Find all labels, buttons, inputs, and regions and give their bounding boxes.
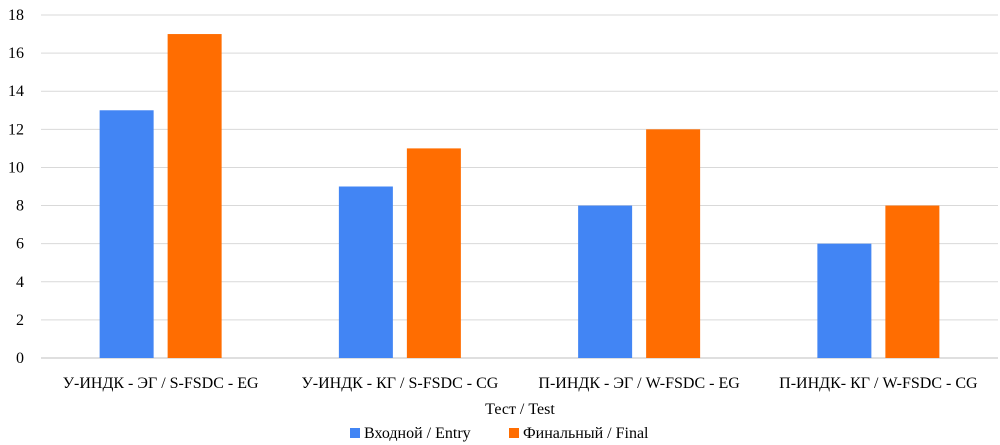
y-tick-label: 18 [8,7,24,24]
legend-label: Финальный / Final [523,425,649,442]
legend: Входной / Entry Финальный / Final [350,425,649,442]
x-axis-title: Тест / Test [485,401,555,418]
y-tick-label: 2 [16,312,24,329]
bar-entry [99,110,154,359]
bar-final [885,205,940,358]
x-category-label: П-ИНДК- КГ / W-FSDC - CG [779,375,978,392]
x-category-label: П-ИНДК - ЭГ / W-FSDC - EG [538,375,740,392]
legend-swatch [350,428,360,438]
bar-entry [817,243,872,358]
bar-entry [578,205,633,358]
x-axis-categories: У-ИНДК - ЭГ / S-FSDC - EG У-ИНДК - КГ / S… [63,375,978,392]
x-category-label: У-ИНДК - ЭГ / S-FSDC - EG [63,375,259,392]
bar-final [167,34,222,359]
bar-entry [338,186,393,358]
y-tick-label: 10 [8,159,24,176]
x-category-label: У-ИНДК - КГ / S-FSDC - CG [301,375,498,392]
y-axis-ticks: 0 2 4 6 8 10 12 14 16 18 [8,7,24,367]
y-tick-label: 12 [8,121,24,138]
y-tick-label: 16 [8,45,24,62]
y-tick-label: 4 [16,274,24,291]
bars [99,34,940,359]
y-tick-label: 0 [16,350,24,367]
y-tick-label: 14 [8,83,24,100]
legend-swatch [509,428,519,438]
y-tick-label: 8 [16,198,24,215]
y-tick-label: 6 [16,236,24,253]
legend-label: Входной / Entry [364,425,471,442]
bar-final [406,148,461,358]
bar-final [646,129,701,358]
